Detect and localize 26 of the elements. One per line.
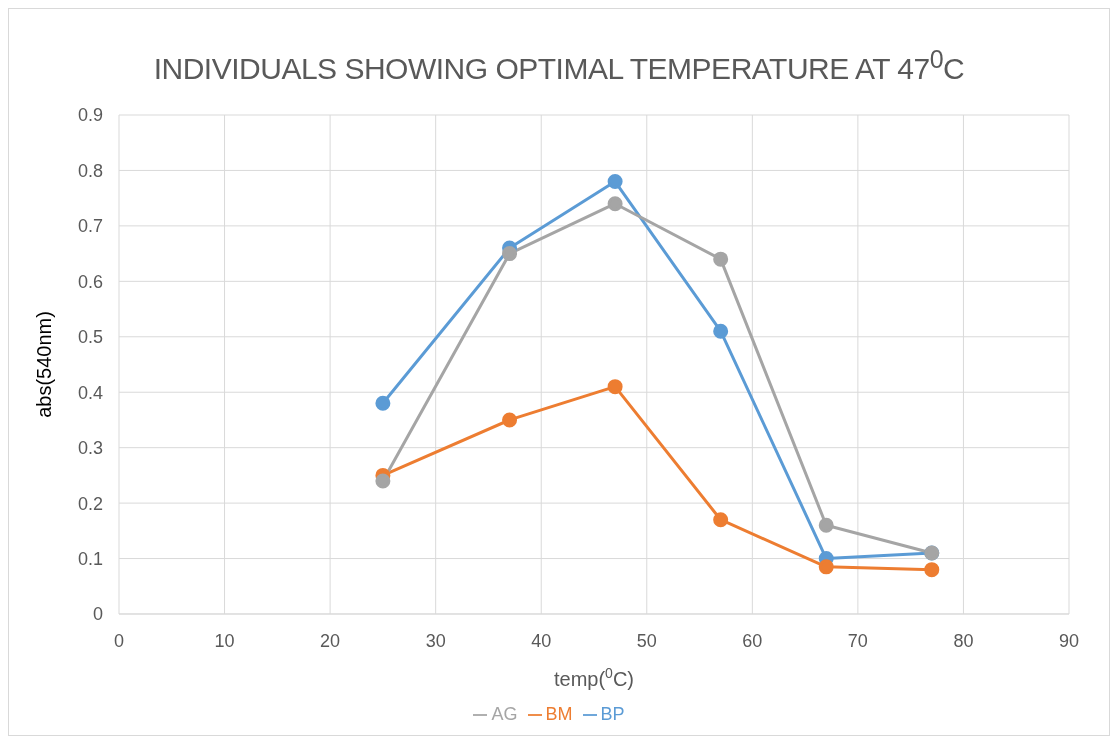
- x-tick-label: 60: [742, 630, 763, 651]
- x-tick-label: 90: [1058, 630, 1080, 651]
- y-tick-label: 0: [92, 604, 103, 625]
- y-tick-label: 0.3: [77, 438, 103, 459]
- y-tick-label: 0.1: [77, 548, 103, 569]
- y-tick-label: 0.5: [77, 327, 103, 348]
- x-tick-label: 10: [214, 630, 235, 651]
- x-tick-label: 40: [531, 630, 552, 651]
- y-tick-label: 0.9: [77, 105, 103, 126]
- x-tick-label: 30: [425, 630, 446, 651]
- x-tick-label: 50: [636, 630, 657, 651]
- legend-label: AG: [491, 704, 518, 724]
- x-tick-label: 0: [113, 630, 125, 651]
- x-tick-label: 80: [953, 630, 974, 651]
- y-tick-label: 0.7: [77, 216, 103, 237]
- y-tick-label: 0.2: [77, 493, 103, 514]
- chart-title: INDIVIDUALS SHOWING OPTIMAL TEMPERATURE AT 47$^{0}$C: [152, 44, 966, 87]
- y-tick-label: 0.4: [77, 382, 103, 403]
- y-axis-title: abs(540nm): [33, 311, 56, 418]
- legend-label: BP: [600, 704, 625, 724]
- legend-label: BM: [545, 704, 573, 724]
- y-tick-label: 0.6: [77, 271, 103, 292]
- y-tick-label: 0.8: [77, 160, 103, 181]
- x-tick-label: 20: [320, 630, 341, 651]
- x-axis-title: temp($^{0}$C): [553, 665, 635, 690]
- x-tick-label: 70: [847, 630, 868, 651]
